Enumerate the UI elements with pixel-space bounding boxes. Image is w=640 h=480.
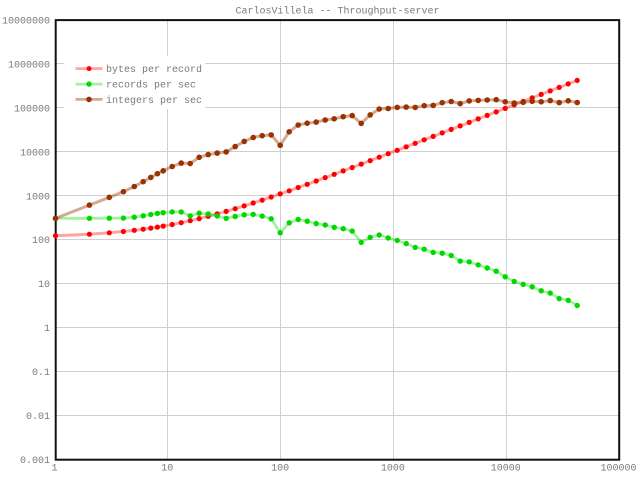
svg-text:1000: 1000 <box>381 464 405 475</box>
svg-text:0.001: 0.001 <box>20 456 50 467</box>
svg-text:10000000: 10000000 <box>2 17 50 28</box>
svg-text:100: 100 <box>32 236 50 247</box>
svg-text:1: 1 <box>51 464 57 475</box>
svg-text:10: 10 <box>161 464 173 475</box>
svg-text:1: 1 <box>44 324 50 335</box>
svg-text:0.1: 0.1 <box>32 368 50 379</box>
svg-text:1000: 1000 <box>26 192 50 203</box>
svg-text:100: 100 <box>271 464 289 475</box>
svg-text:CarlosVillela -- Throughput-se: CarlosVillela -- Throughput-server <box>235 6 439 18</box>
svg-text:records per sec: records per sec <box>106 80 196 92</box>
svg-text:100000: 100000 <box>600 464 636 475</box>
svg-text:10000: 10000 <box>20 148 50 159</box>
svg-text:bytes per record: bytes per record <box>106 64 202 76</box>
svg-text:integers per sec: integers per sec <box>106 95 202 107</box>
svg-text:0.01: 0.01 <box>26 412 50 423</box>
svg-text:1000000: 1000000 <box>8 60 50 71</box>
svg-text:10000: 10000 <box>491 464 521 475</box>
svg-text:100000: 100000 <box>14 104 50 115</box>
svg-text:10: 10 <box>38 280 50 291</box>
